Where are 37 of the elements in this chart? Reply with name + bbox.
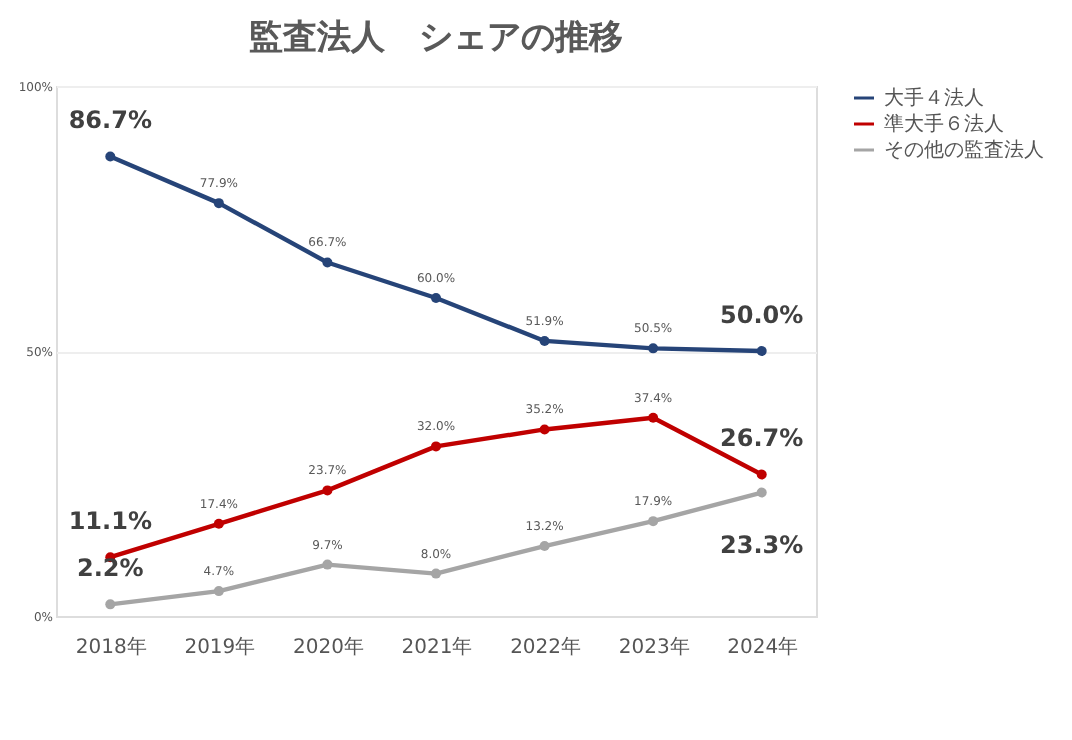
- point: [105, 599, 116, 610]
- data-label: 50.0%: [720, 301, 804, 329]
- point: [431, 568, 441, 579]
- legend-label: 大手４法人: [884, 86, 984, 110]
- data-label: 86.7%: [68, 106, 152, 135]
- point: [756, 469, 767, 480]
- x-tick-label: 2019年: [184, 635, 256, 659]
- x-tick-label: 2021年: [401, 635, 473, 659]
- legend-label: その他の監査法人: [884, 138, 1044, 162]
- x-tick-label: 2022年: [510, 635, 582, 659]
- point: [539, 335, 550, 346]
- point: [322, 559, 333, 570]
- point: [322, 257, 333, 268]
- point: [756, 487, 767, 498]
- x-tick-label: 2020年: [292, 635, 364, 659]
- point: [213, 518, 224, 529]
- legend-label: 準大手６法人: [884, 112, 1004, 136]
- point: [648, 516, 659, 527]
- point: [648, 343, 659, 354]
- point: [213, 198, 224, 209]
- chart-title: 監査法人 シェアの推移: [249, 18, 623, 58]
- x-tick-label: 2024年: [727, 635, 799, 659]
- x-tick-label: 2023年: [618, 635, 690, 659]
- data-label: 23.3%: [720, 530, 804, 559]
- data-label: 11.1%: [68, 507, 152, 536]
- point: [648, 412, 659, 423]
- point: [322, 485, 333, 496]
- point: [539, 424, 550, 435]
- x-tick-label: 2018年: [75, 635, 147, 659]
- point: [213, 586, 224, 597]
- point: [539, 541, 550, 552]
- point: [431, 441, 441, 452]
- data-label: 2.2%: [77, 554, 144, 583]
- data-label: 26.7%: [720, 424, 804, 453]
- point: [105, 151, 116, 162]
- point: [756, 346, 767, 356]
- point: [431, 293, 441, 303]
